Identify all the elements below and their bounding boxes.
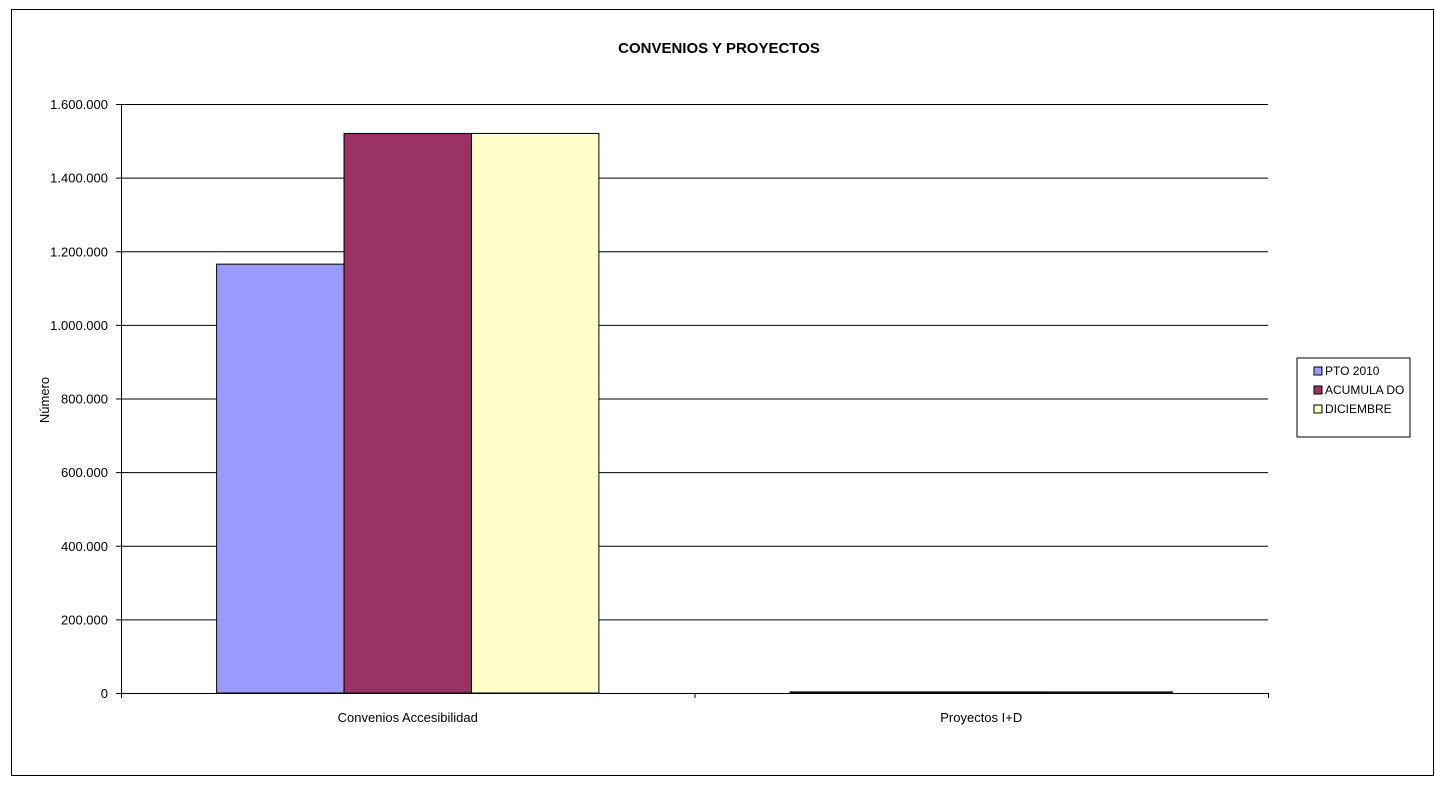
y-tick-label: 200.000: [61, 612, 108, 627]
bar: [917, 691, 1046, 694]
legend-swatch: [1313, 404, 1323, 414]
legend-swatch: [1313, 385, 1323, 395]
axes: [116, 104, 1269, 698]
legend-swatch: [1313, 366, 1323, 376]
chart-title: CONVENIOS Y PROYECTOS: [618, 40, 820, 57]
bar: [789, 691, 919, 694]
y-tick-label: 1.000.000: [50, 318, 108, 333]
y-tick-label: 600.000: [61, 465, 108, 480]
y-tick-label: 800.000: [61, 392, 108, 407]
x-tick-label: Proyectos I+D: [940, 710, 1022, 725]
bar: [470, 132, 600, 694]
legend-label: ACUMULA DO: [1325, 383, 1404, 397]
bar-group: [216, 132, 1173, 694]
bar: [343, 132, 472, 694]
legend: PTO 2010 ACUMULA DO DICIEMBRE: [1296, 357, 1411, 438]
y-tick-label: 0: [101, 686, 108, 701]
x-tick-labels: Convenios Accesibilidad Proyectos I+D: [338, 710, 1023, 725]
y-tick-label: 1.600.000: [50, 97, 108, 112]
y-tick-label: 1.200.000: [50, 244, 108, 259]
y-axis-title: Número: [37, 377, 52, 423]
legend-label: PTO 2010: [1325, 364, 1380, 378]
x-tick-label: Convenios Accesibilidad: [338, 710, 478, 725]
y-tick-label: 400.000: [61, 539, 108, 554]
y-tick-labels: 0 200.000 400.000 600.000 800.000 1.000.000 1.…: [50, 97, 108, 701]
bar: [216, 263, 345, 694]
legend-label: DICIEMBRE: [1325, 402, 1392, 416]
legend-items: PTO 2010 ACUMULA DO DICIEMBRE: [1313, 364, 1404, 416]
y-tick-label: 1.400.000: [50, 171, 108, 186]
bar: [1044, 691, 1173, 694]
